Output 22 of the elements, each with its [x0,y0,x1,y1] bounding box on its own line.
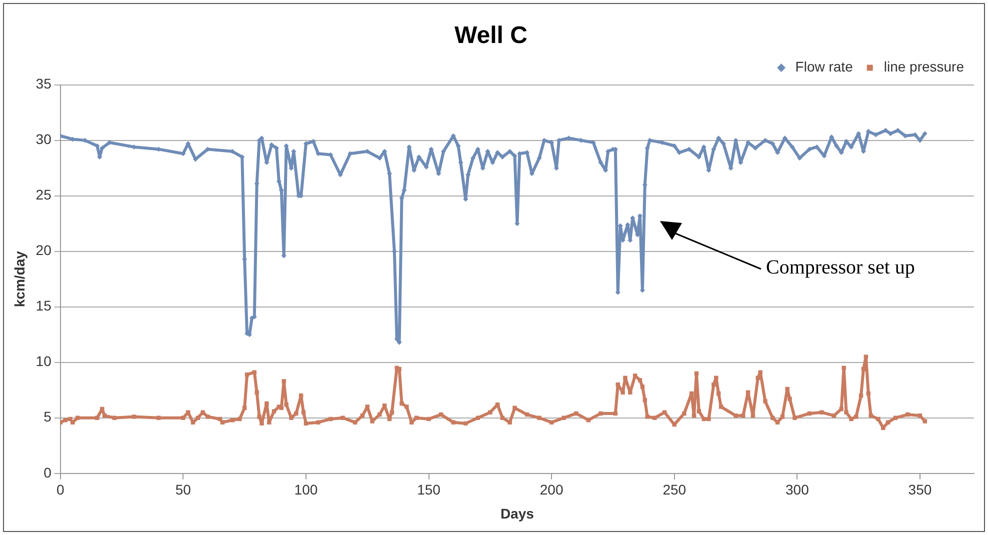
x-tick-label: 100 [294,482,318,498]
x-tick-label: 350 [908,482,932,498]
y-tick-label: 30 [36,131,52,148]
y-tick-label: 0 [44,464,52,480]
annotation: Compressor set up [766,256,915,278]
y-tick-label: 15 [36,298,52,314]
x-axis-title: Days [500,505,534,522]
x-tick-label: 250 [662,482,686,498]
chart-title: Well C [454,22,528,50]
x-tick-label: 150 [417,482,441,498]
x-tick-label: 300 [785,482,810,498]
x-tick-label: 0 [56,482,64,498]
legend-label: Flow rate [795,58,854,75]
y-tick-label: 35 [36,76,52,92]
x-tick-label: 50 [175,482,192,498]
y-tick-label: 5 [44,408,52,425]
y-tick-label: 20 [36,242,52,258]
y-tick-label: 10 [36,353,52,370]
y-tick-label: 25 [36,186,52,203]
legend-label: line pressure [884,58,964,75]
y-axis-title: kcm/day [11,250,28,308]
x-tick-label: 200 [540,482,564,498]
